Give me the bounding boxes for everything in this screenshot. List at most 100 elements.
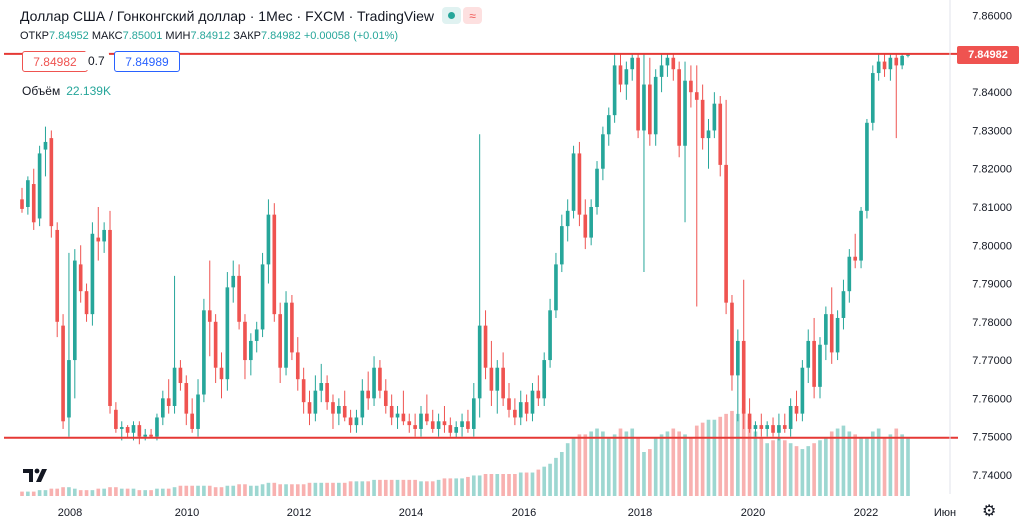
volume-bar: [577, 434, 582, 496]
candle: [700, 84, 705, 150]
candle: [448, 417, 453, 437]
candle: [266, 199, 271, 284]
volume-bar: [61, 487, 65, 496]
volume-bar: [900, 434, 904, 496]
candle: [413, 413, 417, 437]
time-tick-label: 2008: [58, 507, 82, 519]
volume-bar: [653, 437, 658, 496]
volume-bar: [331, 482, 335, 496]
chart-header: Доллар США / Гонконгский доллар · 1Мес ·…: [20, 7, 483, 24]
candle: [565, 199, 570, 242]
candle: [530, 383, 535, 422]
candle: [460, 413, 464, 437]
volume-bar: [565, 443, 570, 496]
candle: [178, 360, 183, 391]
candle: [249, 333, 253, 376]
candle: [812, 317, 816, 399]
candle: [536, 375, 541, 406]
volume-bar: [196, 485, 200, 496]
volume-bar: [507, 474, 511, 496]
candle: [37, 145, 42, 227]
candle: [61, 314, 65, 429]
volume-bar: [741, 408, 746, 496]
candle: [243, 314, 247, 380]
volume-bar: [642, 452, 646, 496]
volume-bar: [96, 488, 101, 496]
candle: [724, 99, 728, 315]
volume-bar: [290, 484, 294, 496]
candle: [378, 360, 382, 399]
volume-bar: [184, 485, 189, 496]
candle: [307, 390, 312, 426]
sell-button[interactable]: 7.84982: [22, 51, 88, 72]
volume-bar: [888, 434, 893, 496]
volume-bar: [260, 484, 265, 496]
volume-bar: [119, 488, 124, 496]
ohlc-legend: ОТКР7.84952 МАКС7.85001 МИН7.84912 ЗАКР7…: [20, 30, 398, 42]
candle: [771, 417, 775, 437]
volume-bar: [272, 482, 277, 496]
volume-bar: [166, 488, 171, 496]
volume-bar: [730, 410, 734, 496]
volume-bar: [43, 490, 48, 496]
volume-bar: [313, 482, 318, 496]
volume-bar: [102, 488, 106, 496]
candle: [648, 57, 652, 146]
candle: [96, 206, 101, 261]
candle: [219, 352, 224, 399]
candle: [513, 398, 517, 426]
volume-bar: [108, 487, 112, 496]
candle: [548, 298, 552, 368]
time-axis: 2008 2010 2012 2014 2016 2018 2020 2022 Июн: [58, 507, 956, 519]
buy-button[interactable]: 7.84989: [114, 51, 180, 72]
candle: [782, 413, 787, 433]
volume-bar: [612, 434, 617, 496]
volume-bar: [859, 437, 863, 496]
candle: [78, 245, 83, 303]
volume-legend: Объём 22.139K: [22, 84, 111, 98]
candle: [190, 398, 194, 433]
volume-bar: [295, 484, 300, 496]
volume-bar: [225, 485, 230, 496]
candle: [337, 398, 341, 426]
volume-bar: [354, 481, 359, 496]
candle: [583, 199, 588, 250]
volume-bar: [401, 479, 406, 496]
candle: [477, 134, 482, 418]
candle: [84, 283, 89, 322]
market-status-icon[interactable]: [442, 7, 462, 24]
candle: [419, 405, 423, 437]
time-tick-label: 2014: [399, 507, 423, 519]
volume-bar: [812, 443, 816, 496]
gear-icon[interactable]: ⚙: [982, 503, 997, 520]
symbol-title[interactable]: Доллар США / Гонконгский доллар · 1Мес ·…: [20, 7, 435, 24]
price-tick-label: 7.77000: [972, 355, 1012, 367]
candle: [571, 145, 576, 219]
tradingview-logo-icon[interactable]: [22, 466, 52, 484]
volume-bar: [348, 481, 353, 496]
wave-icon[interactable]: ≈: [463, 7, 483, 24]
volume-bar: [659, 434, 664, 496]
last-price-tag: 7.84982: [957, 45, 1019, 64]
volume-bar: [37, 490, 42, 496]
volume-bar: [131, 488, 136, 496]
candle: [501, 352, 505, 406]
volume-bar: [161, 488, 165, 496]
volume-bar: [31, 491, 36, 496]
volume-bar: [67, 487, 71, 496]
volume-bar: [254, 485, 259, 496]
candle: [853, 233, 858, 269]
volume-bar: [284, 484, 288, 496]
volume-bar: [207, 485, 212, 496]
candle: [788, 398, 793, 437]
volume-bar: [777, 437, 781, 496]
open-value: 7.84952: [49, 30, 89, 42]
volume-bar: [806, 446, 811, 496]
candle: [366, 371, 371, 410]
candle: [665, 53, 670, 77]
volume-bar: [624, 431, 629, 496]
change-value: +0.00058 (+0.01%): [303, 30, 399, 42]
candle: [348, 409, 353, 433]
candle: [759, 413, 764, 437]
